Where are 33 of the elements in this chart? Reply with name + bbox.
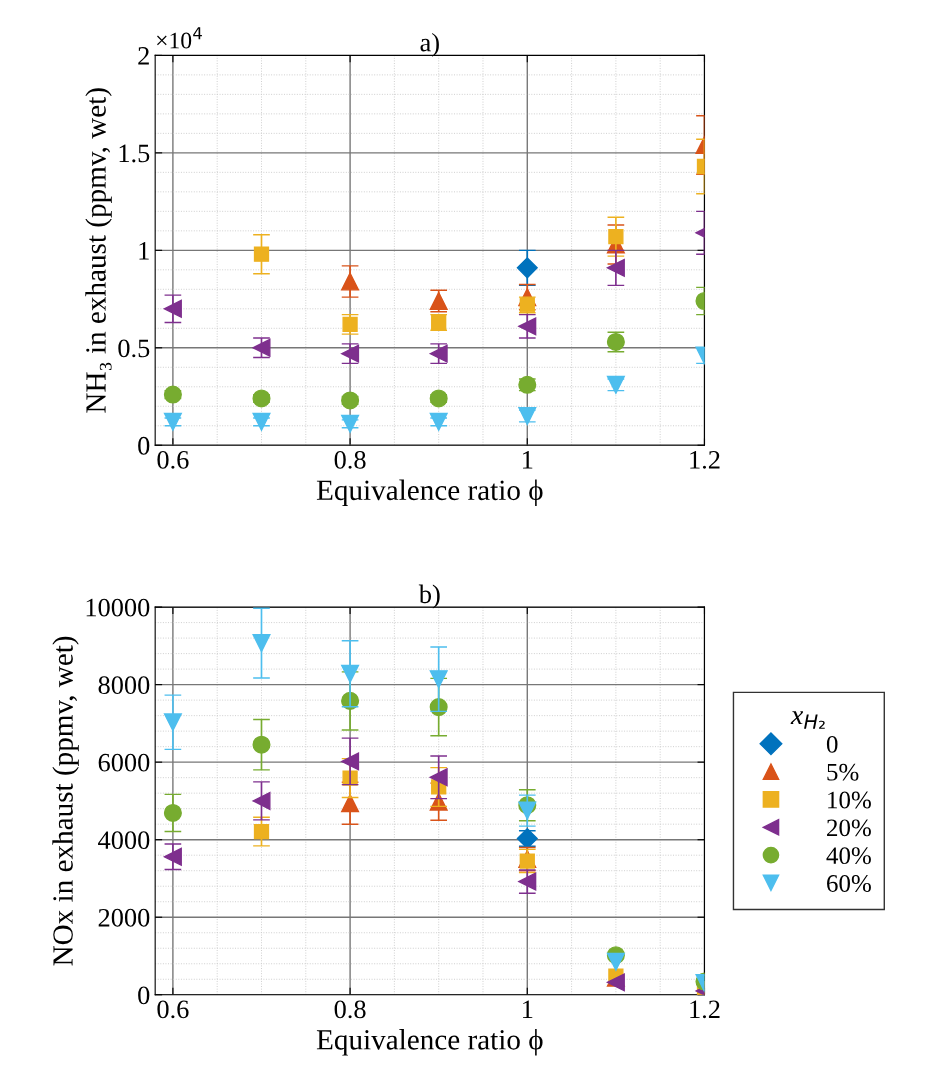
y-tick-label: 6000: [98, 753, 150, 772]
x-tick-label: 0.6: [157, 450, 189, 469]
y-tick-label: 2: [138, 47, 149, 65]
y-axis-title: NOx in exhaust (ppmv, wet): [52, 636, 79, 966]
y-tick-label: 4000: [98, 831, 150, 850]
y-tick-label: 2000: [98, 908, 150, 927]
x-tick-label: 0.8: [334, 450, 366, 469]
y-tick-label: 1.5: [119, 144, 150, 163]
text: ×10$^{4}$: [157, 27, 202, 49]
x-tick-label: 0.6: [157, 1000, 189, 1019]
y-tick-label: 10000: [86, 598, 150, 617]
y-tick-label: 0: [138, 986, 150, 1005]
legend-label: 10%: [828, 791, 871, 809]
y-tick-label: 0.5: [118, 339, 150, 358]
x-tick-label: 1: [523, 1000, 533, 1018]
x-axis-title: Equivalence ratio ϕ: [316, 1029, 543, 1056]
x-axis-title: Equivalence ratio ϕ: [316, 479, 543, 507]
x-tick-label: 1: [523, 451, 533, 469]
y-axis-title: NH₃ in exhaust (ppmv, wet): [85, 88, 112, 413]
y-tick-label: 1: [139, 242, 149, 260]
x-tick-label: 0.8: [334, 1000, 366, 1019]
x-tick-label: 1.2: [690, 450, 720, 469]
legend-title: x$_{H₂}$: [790, 711, 825, 729]
legend-label: 60%: [827, 875, 871, 892]
chart-title: a): [420, 32, 439, 57]
y-tick-label: 8000: [98, 676, 150, 695]
legend-label: 20%: [827, 819, 871, 837]
legend-label: 40%: [826, 847, 871, 865]
chart-title: b): [418, 584, 440, 609]
y-tick-label: 0: [138, 436, 150, 455]
legend-label: 5%: [827, 763, 859, 781]
x-tick-label: 1.2: [690, 1000, 720, 1019]
legend-label: 0: [826, 735, 838, 753]
